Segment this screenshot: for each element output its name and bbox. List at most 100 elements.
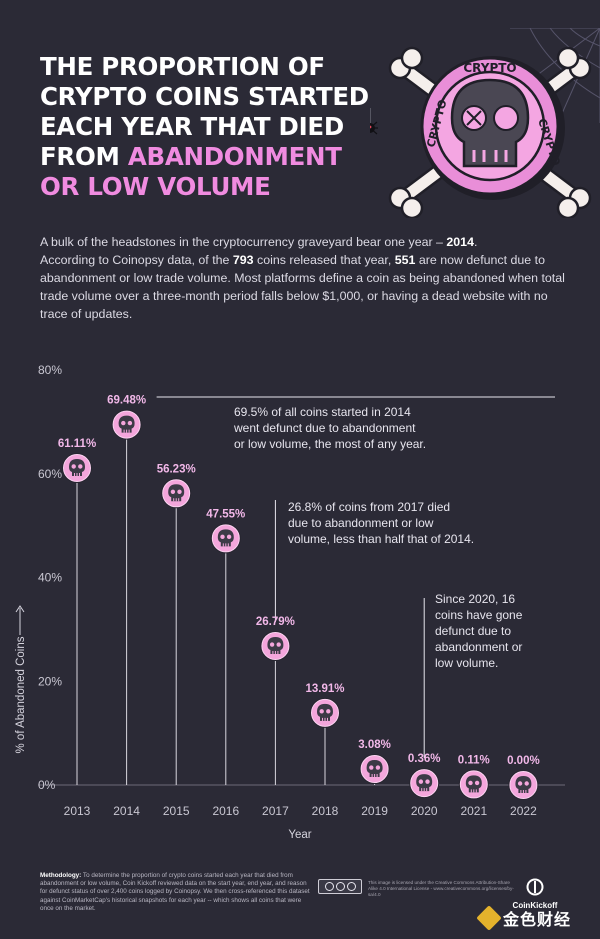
- skull-icon-2020: [416, 774, 433, 792]
- skull-eye-left: [71, 464, 76, 469]
- skull-teeth: [322, 717, 328, 721]
- sa-icon: [346, 882, 356, 891]
- title-line-3: EACH YEAR THAT DIED: [40, 112, 344, 141]
- intro-text-1-end: .: [473, 235, 478, 249]
- coinkickoff-logo-icon: [526, 878, 544, 896]
- skull-teeth: [123, 429, 130, 433]
- skull-icon-2019: [366, 760, 383, 778]
- value-label-2014: 69.48%: [107, 395, 146, 407]
- intro-text-2-end: are now defunct due to abandonment or lo…: [40, 253, 565, 321]
- y-tick-label: 40%: [38, 571, 62, 585]
- x-tick-label-2014: 2014: [113, 804, 140, 818]
- skull-eye-left: [170, 489, 176, 495]
- skull-eye-right: [375, 765, 381, 770]
- skull-icon-2017: [267, 637, 284, 655]
- annotation-2020-line: abandonment or: [435, 640, 522, 654]
- page-title: THE PROPORTION OF CRYPTO COINS STARTED E…: [40, 52, 370, 202]
- skull-eye-left: [319, 709, 324, 714]
- title-highlight-1: ABANDONMENT: [127, 142, 342, 171]
- skull-eye-left: [418, 779, 424, 784]
- skull-eye-left: [517, 781, 523, 786]
- watermark-text: 金色财经: [503, 912, 572, 929]
- value-label-2017: 26.79%: [256, 616, 295, 628]
- methodology-text: To determine the proportion of crypto co…: [40, 872, 310, 912]
- skull-teeth: [520, 790, 527, 793]
- x-tick-label-2013: 2013: [64, 804, 91, 818]
- skull-eye-left: [369, 765, 374, 770]
- value-label-2020: 0.36%: [408, 753, 441, 765]
- y-tick-label: 60%: [38, 467, 62, 481]
- y-tick-label: 20%: [38, 674, 62, 688]
- value-label-2022: 0.00%: [507, 755, 540, 767]
- value-label-2015: 56.23%: [157, 463, 196, 475]
- lollipop-chart: 0% 20% 40% 60% 80% % of Abandoned Coins 69.5% …: [15, 363, 565, 841]
- skull-icon-2021: [465, 775, 482, 793]
- annotation-2020-line: defunct due to: [435, 624, 511, 638]
- annotation-2017-line: volume, less than half that of 2014.: [288, 532, 474, 546]
- intro-coins-total: 793: [232, 253, 254, 267]
- crypto-coin-icon: CRYPTO CRYPTO CRYPTO: [420, 56, 565, 200]
- coin-text-top: CRYPTO: [463, 61, 516, 75]
- methodology-note: Methodology: To determine the proportion…: [40, 872, 310, 913]
- title-highlight-2: OR LOW VOLUME: [40, 172, 271, 201]
- x-tick-label-2018: 2018: [312, 804, 339, 818]
- y-axis-arrow-head: [15, 605, 25, 613]
- skull-teeth: [222, 543, 229, 547]
- skull-teeth: [371, 774, 378, 778]
- intro-year-bold: 2014: [446, 235, 474, 249]
- skull-teeth: [272, 651, 279, 655]
- intro-text-2-mid: coins released that year,: [253, 253, 395, 267]
- x-tick-label-2020: 2020: [411, 804, 438, 818]
- skull-eye-right: [524, 781, 529, 786]
- x-tick-label-2021: 2021: [460, 804, 487, 818]
- skull-eye-right: [127, 420, 133, 426]
- license-note: This image is licensed under the Creativ…: [368, 880, 514, 897]
- skull-icon-2015: [168, 484, 185, 502]
- title-line-2: CRYPTO COINS STARTED: [40, 82, 369, 111]
- skull-eye-left: [220, 534, 225, 540]
- intro-paragraph: A bulk of the headstones in the cryptocu…: [40, 233, 565, 323]
- y-tick-label: 80%: [38, 363, 62, 377]
- y-axis-title: % of Abandoned Coins: [15, 636, 27, 753]
- skull-icon-2014: [118, 415, 135, 433]
- intro-coins-defunct: 551: [394, 253, 416, 267]
- skull-icon-2013: [69, 458, 85, 476]
- skull-eye-left: [468, 780, 473, 786]
- skull-eye-left: [269, 642, 275, 647]
- x-tick-label-2017: 2017: [262, 804, 289, 818]
- methodology-label: Methodology:: [40, 872, 82, 879]
- annotation-2017-line: due to abandonment or low: [288, 516, 434, 530]
- x-axis-title: Year: [288, 829, 311, 841]
- intro-text-1: A bulk of the headstones in the cryptocu…: [40, 235, 447, 249]
- value-label-2013: 61.11%: [58, 438, 96, 450]
- skull-icon-2022: [515, 776, 532, 793]
- by-icon: [335, 882, 345, 891]
- skull-eye-right: [78, 464, 83, 469]
- skull-icon-2016: [217, 529, 234, 547]
- x-tick-label-2022: 2022: [510, 804, 537, 818]
- watermark-logo-icon: [476, 905, 502, 931]
- value-label-2016: 47.55%: [206, 508, 245, 520]
- y-tick-label: 0%: [38, 778, 56, 792]
- skull-eye-right: [226, 534, 232, 540]
- skull-eye-right: [425, 779, 430, 784]
- value-label-2019: 3.08%: [358, 739, 391, 751]
- x-tick-label-2019: 2019: [361, 804, 388, 818]
- skull-eye-left: [121, 420, 126, 426]
- annotation-2017-line: 26.8% of coins from 2017 died: [288, 500, 450, 514]
- skull-teeth: [74, 472, 80, 476]
- cc-icon: [324, 882, 334, 891]
- title-line-1: THE PROPORTION OF: [40, 52, 325, 81]
- annotation-2014-line: went defunct due to abandonment: [233, 421, 416, 435]
- skull-eye-right: [474, 780, 480, 786]
- value-label-2018: 13.91%: [305, 683, 344, 695]
- annotation-2014-line: or low volume, the most of any year.: [234, 437, 426, 451]
- annotation-2020-line: coins have gone: [435, 608, 523, 622]
- brand-logo: CoinKickoff: [505, 878, 565, 910]
- x-tick-label-2016: 2016: [212, 804, 239, 818]
- value-label-2021: 0.11%: [458, 754, 490, 766]
- x-tick-label-2015: 2015: [163, 804, 190, 818]
- skull-eye-right: [326, 709, 331, 714]
- annotation-2020-line: Since 2020, 16: [435, 592, 515, 606]
- intro-text-2: According to Coinopsy data, of the: [40, 253, 233, 267]
